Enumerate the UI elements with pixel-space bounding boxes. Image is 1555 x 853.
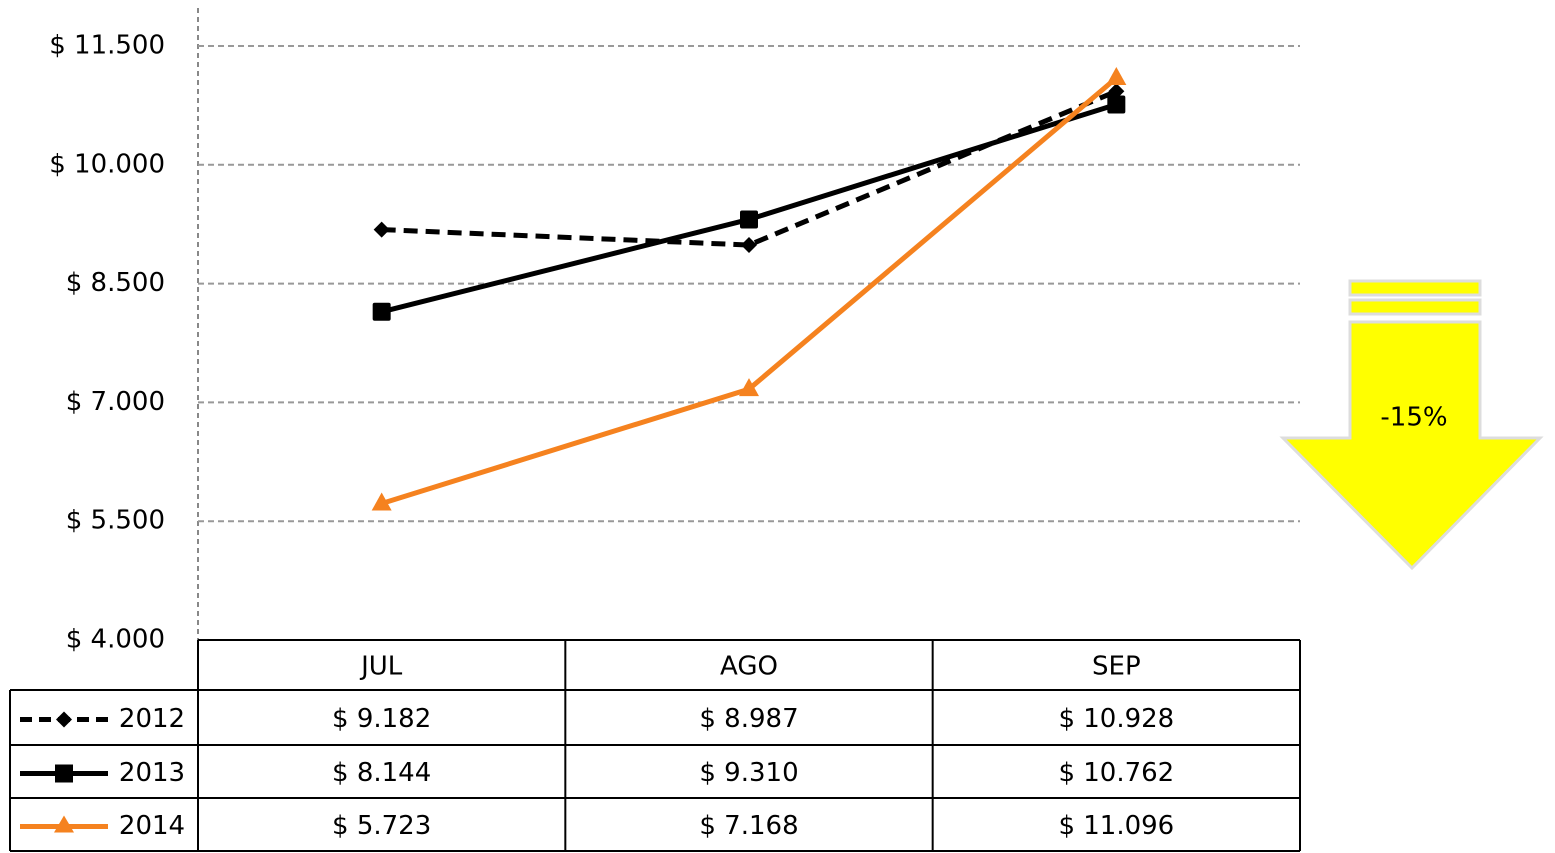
x-tick-label: SEP: [1092, 652, 1141, 682]
annotation: -15%: [1380, 403, 1447, 433]
y-tick-label: $ 4.000: [66, 625, 165, 655]
marker: [371, 492, 392, 511]
series-line: [381, 88, 1118, 248]
x-tick-label: AGO: [720, 652, 778, 682]
marker: [373, 221, 390, 238]
table-value: $ 10.762: [1058, 758, 1174, 788]
legend-marker: [55, 764, 73, 783]
y-tick-label: $ 7.000: [66, 387, 165, 417]
marker: [1106, 66, 1127, 85]
y-tick-label: $ 8.500: [66, 268, 165, 298]
legend-label: 2012: [119, 704, 185, 734]
table-value: $ 11.096: [1058, 811, 1174, 841]
down-arrow: [1279, 279, 1544, 571]
y-tick-label: $ 10.000: [49, 149, 165, 179]
y-tick-label: $ 5.500: [66, 506, 165, 536]
marker: [1107, 95, 1126, 114]
marker: [740, 210, 758, 229]
marker: [741, 237, 757, 254]
table-value: $ 8.144: [332, 758, 431, 788]
table-value: $ 8.987: [699, 704, 798, 734]
legend-label: 2014: [119, 811, 185, 841]
table-value: $ 9.182: [332, 704, 431, 734]
table-value: $ 10.928: [1058, 704, 1174, 734]
legend-marker: [54, 815, 74, 833]
marker: [1108, 83, 1125, 100]
y-tick-label: $ 11.500: [49, 31, 165, 61]
x-tick-label: JUL: [359, 652, 403, 682]
legend-label: 2013: [119, 758, 185, 788]
table-value: $ 7.168: [699, 811, 798, 841]
legend-marker: [56, 711, 72, 728]
table-value: $ 9.310: [699, 758, 798, 788]
marker: [739, 378, 759, 397]
table-value: $ 5.723: [332, 811, 431, 841]
marker: [372, 302, 391, 321]
series-line: [380, 76, 1118, 506]
